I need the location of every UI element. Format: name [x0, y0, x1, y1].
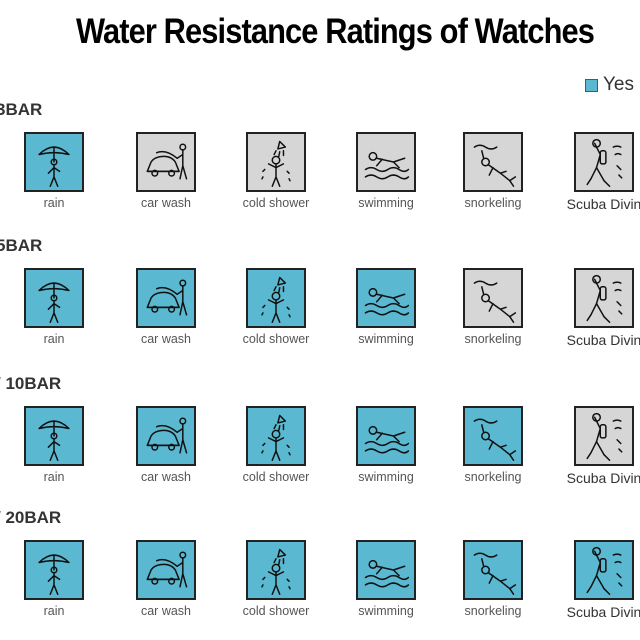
activity-label: Scuba Divin: [566, 604, 640, 620]
swimmer-icon: [356, 406, 416, 466]
shower-icon: [246, 540, 306, 600]
scuba-diver-icon: [574, 268, 634, 328]
activity-label: swimming: [358, 332, 414, 346]
activity-label: rain: [43, 470, 65, 484]
umbrella-person-icon: [24, 268, 84, 328]
swimmer-icon: [356, 540, 416, 600]
legend: Yes: [585, 74, 634, 96]
activity-label: Scuba Divin: [566, 470, 640, 486]
legend-swatch-yes: [585, 78, 598, 92]
activity-label: Scuba Divin: [566, 196, 640, 212]
snorkeler-icon: [463, 132, 523, 192]
scuba-diver-icon: [574, 540, 634, 600]
row-label: 3BAR: [0, 100, 43, 119]
activity-label: car wash: [140, 196, 192, 210]
shower-icon: [246, 268, 306, 328]
activity-label: Scuba Divin: [566, 332, 640, 348]
activity-label: rain: [43, 332, 65, 346]
swimmer-icon: [356, 268, 416, 328]
car-wash-icon: [136, 268, 196, 328]
activity-label: snorkeling: [464, 470, 522, 484]
car-wash-icon: [136, 540, 196, 600]
umbrella-person-icon: [24, 132, 84, 192]
umbrella-person-icon: [24, 406, 84, 466]
car-wash-icon: [136, 406, 196, 466]
legend-label-yes: Yes: [603, 74, 634, 95]
shower-icon: [246, 406, 306, 466]
activity-label: cold shower: [242, 332, 310, 346]
activity-label: swimming: [358, 470, 414, 484]
activity-label: car wash: [140, 470, 192, 484]
swimmer-icon: [356, 132, 416, 192]
activity-label: rain: [43, 604, 65, 618]
activity-label: cold shower: [242, 604, 310, 618]
car-wash-icon: [136, 132, 196, 192]
row-label: / 10BAR: [0, 374, 62, 393]
activity-label: snorkeling: [464, 332, 522, 346]
activity-label: car wash: [140, 332, 192, 346]
activity-label: car wash: [140, 604, 192, 618]
activity-label: rain: [43, 196, 65, 210]
activity-label: swimming: [358, 604, 414, 618]
scuba-diver-icon: [574, 132, 634, 192]
shower-icon: [246, 132, 306, 192]
umbrella-person-icon: [24, 540, 84, 600]
activity-label: snorkeling: [464, 196, 522, 210]
snorkeler-icon: [463, 268, 523, 328]
activity-label: snorkeling: [464, 604, 522, 618]
scuba-diver-icon: [574, 406, 634, 466]
activity-label: cold shower: [242, 470, 310, 484]
snorkeler-icon: [463, 540, 523, 600]
row-label: 5BAR: [0, 236, 43, 255]
activity-label: cold shower: [242, 196, 310, 210]
activity-label: swimming: [358, 196, 414, 210]
row-label: / 20BAR: [0, 508, 62, 527]
page-title: Water Resistance Ratings of Watches: [75, 12, 595, 51]
snorkeler-icon: [463, 406, 523, 466]
